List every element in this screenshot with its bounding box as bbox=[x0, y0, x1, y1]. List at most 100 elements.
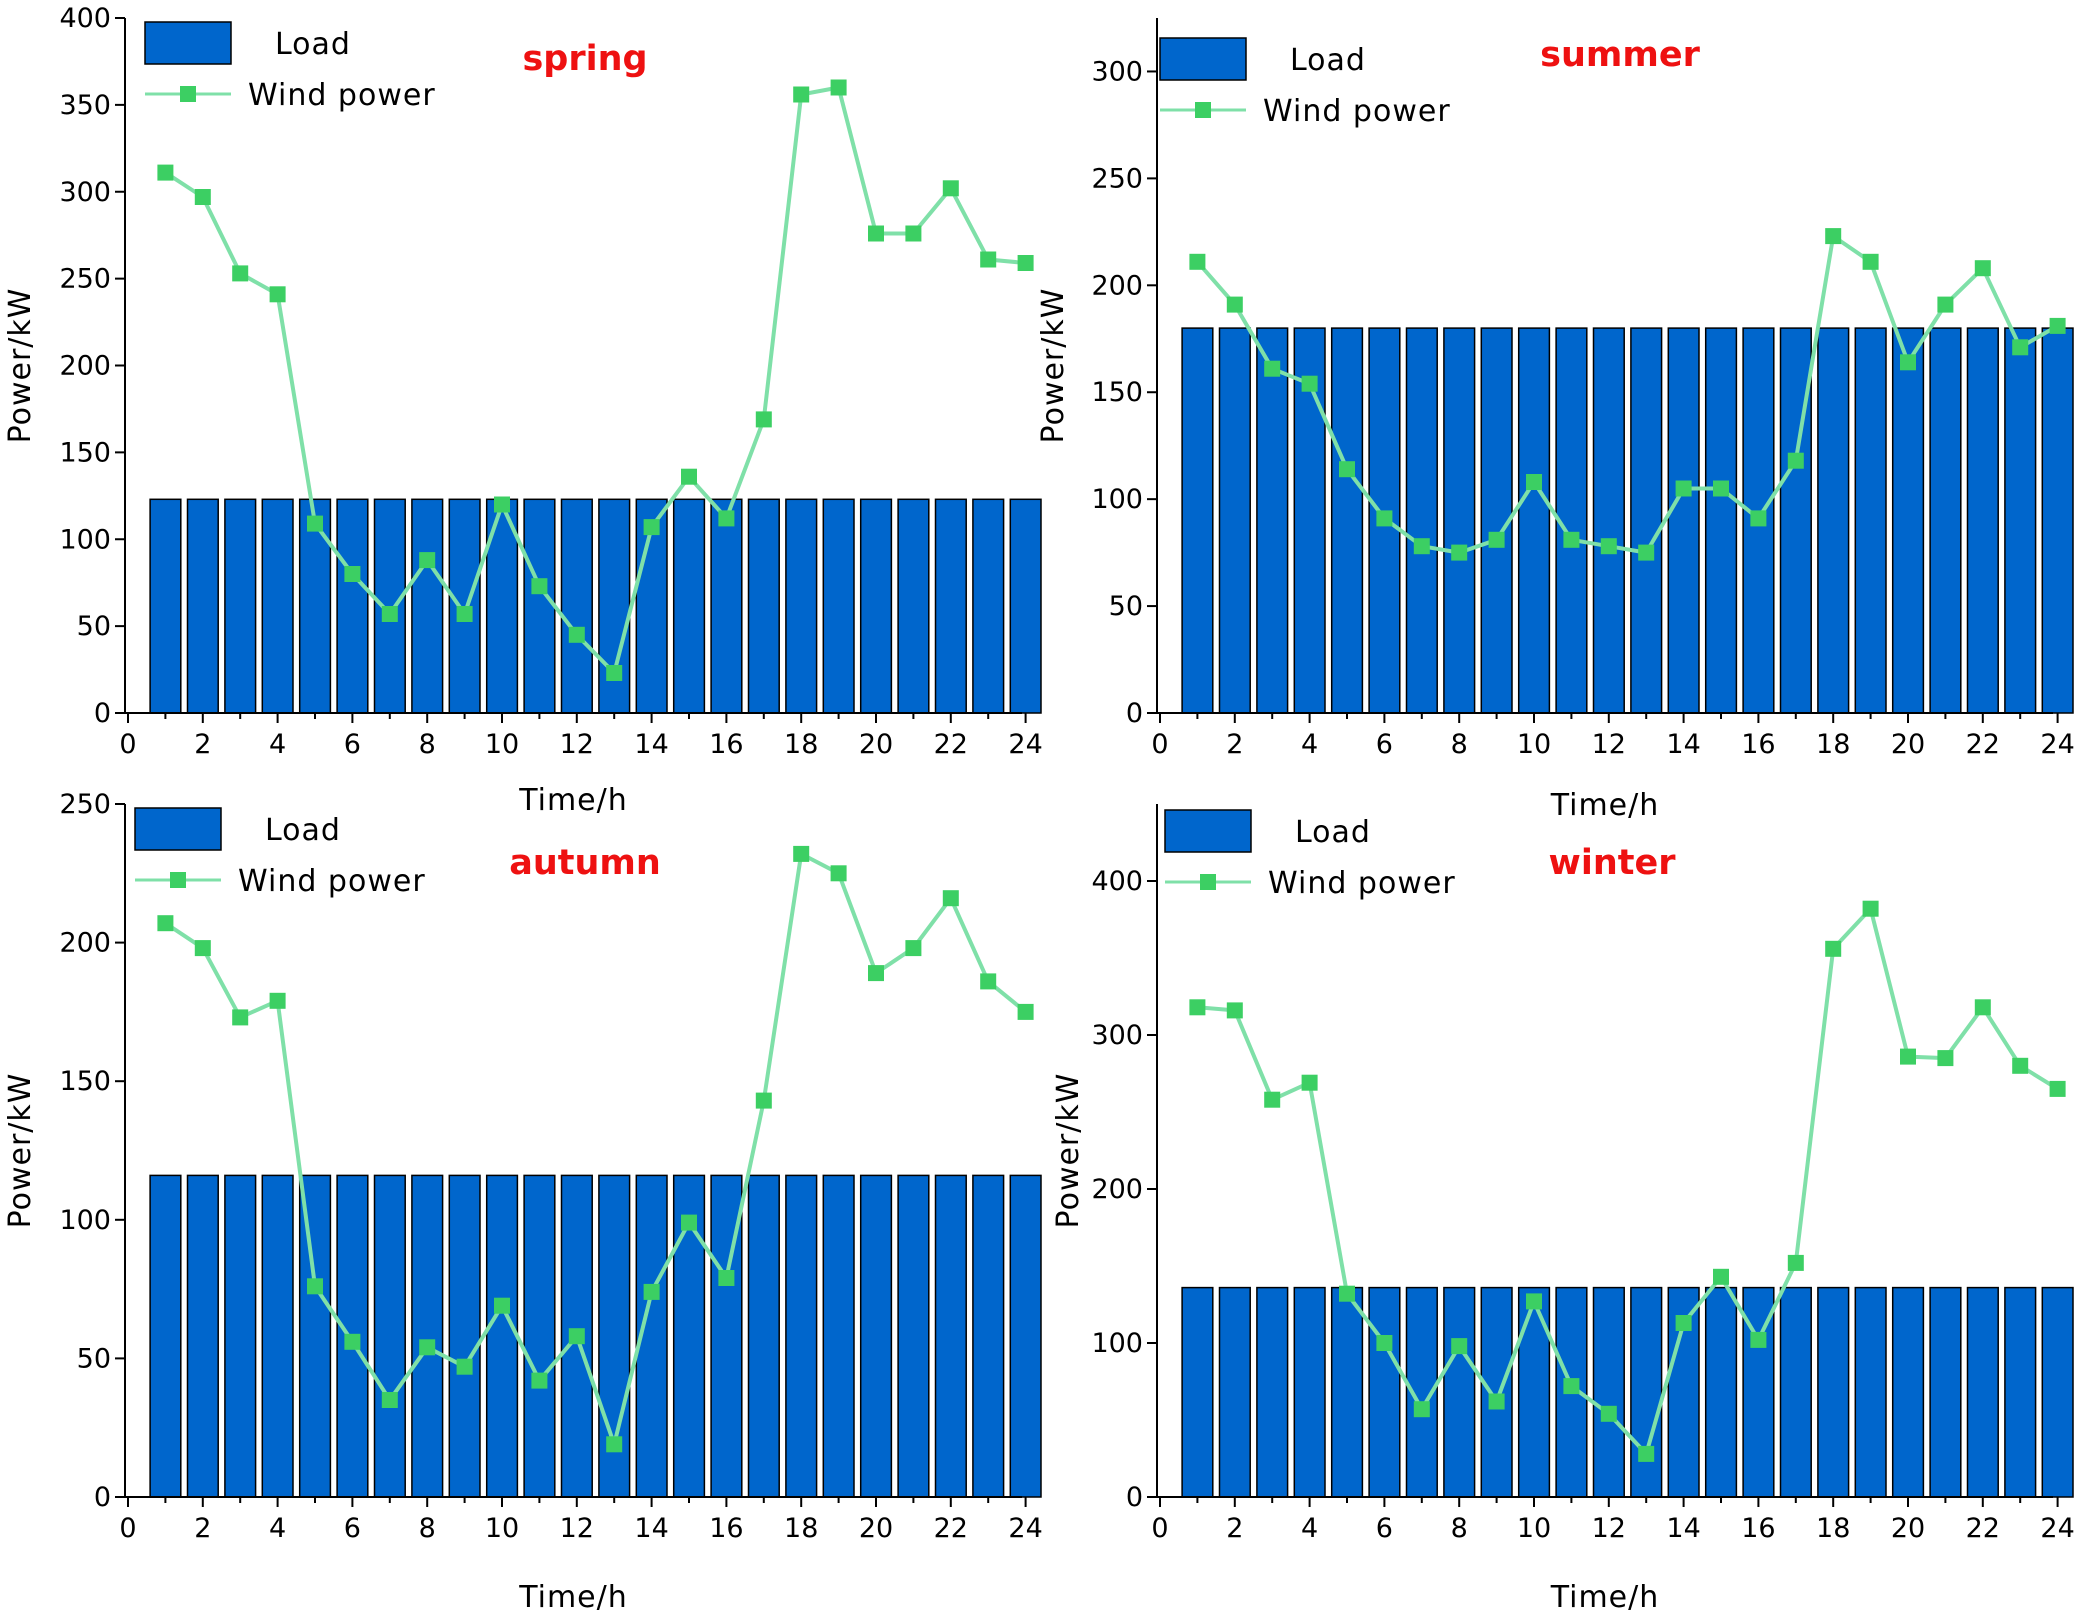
load-bar bbox=[672, 498, 706, 714]
x-tick-label: 24 bbox=[1008, 1513, 1042, 1544]
load-bar bbox=[373, 1174, 406, 1498]
x-tick-label: 22 bbox=[934, 729, 968, 760]
load-bar bbox=[1929, 1286, 1962, 1498]
wind-power-point bbox=[381, 1392, 398, 1408]
legend-label-wind: Wind power bbox=[1268, 866, 1456, 901]
load-bar bbox=[1218, 1286, 1251, 1498]
wind-power-point bbox=[980, 251, 997, 268]
load-bar bbox=[1891, 327, 1925, 714]
load-bar bbox=[1368, 1286, 1401, 1498]
x-tick-label: 14 bbox=[634, 1513, 668, 1544]
load-bar bbox=[785, 498, 818, 714]
wind-power-point bbox=[1189, 253, 1206, 270]
wind-power-point bbox=[1713, 1268, 1729, 1285]
season-title: autumn bbox=[509, 843, 661, 883]
x-tick-label: 16 bbox=[709, 729, 743, 760]
load-bar bbox=[1854, 327, 1887, 714]
load-bar bbox=[934, 1174, 967, 1498]
y-tick-label: 250 bbox=[1091, 163, 1143, 194]
load-bar bbox=[1293, 327, 1326, 714]
wind-power-point bbox=[194, 189, 211, 205]
load-bar bbox=[1517, 1286, 1551, 1498]
wind-power-point bbox=[1301, 1074, 1318, 1091]
wind-power-point bbox=[1713, 480, 1729, 497]
wind-power-point bbox=[830, 79, 847, 96]
load-bar bbox=[2041, 1286, 2074, 1498]
wind-power-point bbox=[232, 265, 249, 282]
y-tick-label: 150 bbox=[1091, 377, 1143, 408]
y-tick-label: 0 bbox=[1126, 1482, 1143, 1513]
x-tick-label: 24 bbox=[1008, 729, 1042, 760]
load-bar bbox=[1181, 1286, 1214, 1498]
x-tick-label: 12 bbox=[560, 1513, 594, 1544]
load-bar bbox=[1330, 327, 1364, 714]
wind-power-point bbox=[1226, 1002, 1243, 1019]
load-bar bbox=[1929, 327, 1962, 714]
legend: Load Wind power bbox=[1159, 37, 1450, 129]
load-bar bbox=[1517, 327, 1551, 714]
wind-power-point bbox=[868, 225, 884, 242]
x-tick-label: 24 bbox=[2040, 729, 2074, 760]
load-bar bbox=[186, 1174, 219, 1498]
wind-power-point bbox=[1862, 900, 1879, 917]
x-tick-label: 18 bbox=[1816, 1513, 1850, 1544]
wind-power-point bbox=[1413, 538, 1430, 555]
x-tick-label: 18 bbox=[784, 729, 818, 760]
x-tick-label: 8 bbox=[419, 1513, 436, 1544]
load-bar bbox=[1966, 327, 1999, 714]
y-tick-label: 200 bbox=[1091, 270, 1143, 301]
load-bar bbox=[1009, 1174, 1042, 1498]
wind-power-point bbox=[755, 1092, 772, 1109]
y-tick-label: 250 bbox=[59, 264, 111, 295]
legend-label-wind: Wind power bbox=[238, 864, 426, 899]
load-bar bbox=[224, 1174, 257, 1498]
wind-power-point bbox=[1937, 1050, 1954, 1067]
load-bar bbox=[1009, 498, 1042, 714]
x-tick-label: 18 bbox=[784, 1513, 818, 1544]
load-bar bbox=[1630, 327, 1663, 714]
load-bar bbox=[972, 1174, 1005, 1498]
x-tick-label: 8 bbox=[419, 729, 436, 760]
x-tick-label: 12 bbox=[1592, 1513, 1626, 1544]
load-bar bbox=[747, 1174, 780, 1498]
wind-power-point bbox=[419, 1339, 436, 1356]
y-tick-label: 0 bbox=[94, 698, 111, 729]
wind-power-point bbox=[1451, 1338, 1468, 1355]
wind-power-point bbox=[1488, 1393, 1505, 1410]
wind-power-point bbox=[2049, 1080, 2066, 1097]
x-tick-label: 6 bbox=[344, 1513, 361, 1544]
season-title: spring bbox=[522, 39, 647, 79]
wind-power-point bbox=[1825, 940, 1842, 957]
load-bar bbox=[1966, 1286, 1999, 1498]
wind-power-point bbox=[1750, 510, 1767, 527]
load-bar bbox=[485, 1174, 519, 1498]
load-bar bbox=[1256, 1286, 1289, 1498]
x-tick-label: 14 bbox=[634, 729, 668, 760]
y-tick-label: 300 bbox=[59, 177, 111, 208]
load-bar bbox=[1630, 1286, 1663, 1498]
legend-swatch-load bbox=[1159, 37, 1247, 81]
x-tick-label: 4 bbox=[269, 729, 286, 760]
legend-swatch-wind-marker bbox=[1200, 874, 1216, 890]
load-bar bbox=[186, 498, 219, 714]
wind-power-point bbox=[1974, 999, 1991, 1016]
x-tick-label: 22 bbox=[1966, 1513, 2000, 1544]
load-bar bbox=[822, 498, 855, 714]
wind-power-point bbox=[456, 606, 473, 622]
load-bar bbox=[1779, 1286, 1812, 1498]
y-tick-label: 200 bbox=[59, 928, 111, 959]
x-tick-label: 2 bbox=[194, 729, 211, 760]
legend-label-load: Load bbox=[265, 813, 341, 848]
x-tick-label: 20 bbox=[859, 1513, 893, 1544]
wind-power-point bbox=[344, 1333, 361, 1350]
x-tick-label: 10 bbox=[1517, 729, 1551, 760]
y-tick-label: 150 bbox=[59, 437, 111, 468]
wind-power-point bbox=[456, 1358, 473, 1375]
wind-power-line bbox=[1197, 906, 2059, 1456]
load-bar bbox=[336, 498, 369, 714]
load-bar bbox=[1667, 327, 1700, 714]
legend: Load Wind power bbox=[144, 21, 435, 113]
x-tick-label: 24 bbox=[2040, 1513, 2074, 1544]
load-bar bbox=[747, 498, 780, 714]
